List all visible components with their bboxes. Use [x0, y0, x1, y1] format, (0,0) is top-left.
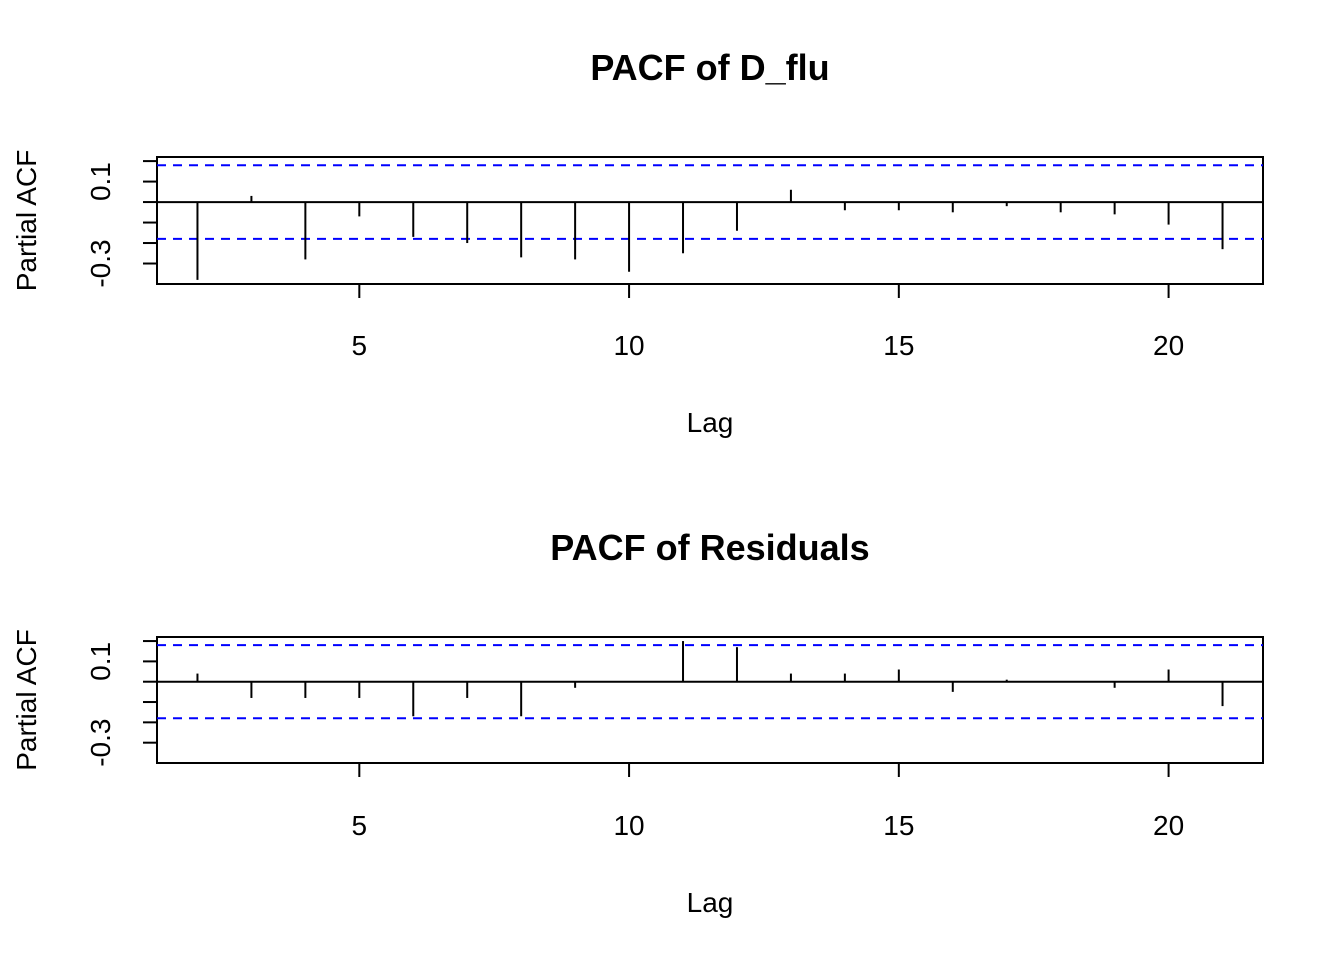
resid-y-tick-label: 0.1 [85, 642, 116, 681]
dflu-y-tick-label: 0.1 [85, 162, 116, 201]
resid-chart-title: PACF of Residuals [550, 527, 869, 568]
resid-plot-frame [156, 636, 1264, 764]
dflu-y-axis-label: Partial ACF [11, 150, 42, 292]
resid-x-tick-label: 5 [352, 810, 368, 841]
dflu-x-tick-label: 15 [883, 330, 914, 361]
resid-x-tick-label: 20 [1153, 810, 1184, 841]
resid-x-tick-label: 10 [613, 810, 644, 841]
dflu-x-axis-label: Lag [687, 407, 734, 438]
resid-y-axis-label: Partial ACF [11, 629, 42, 771]
dflu-x-tick-label: 5 [352, 330, 368, 361]
dflu-plot-frame [156, 156, 1264, 285]
dflu-x-tick-label: 10 [613, 330, 644, 361]
dflu-chart-title: PACF of D_flu [590, 47, 829, 88]
resid-x-axis-label: Lag [687, 887, 734, 918]
resid-y-tick-label: -0.3 [85, 719, 116, 767]
resid-x-tick-label: 15 [883, 810, 914, 841]
dflu-x-tick-label: 20 [1153, 330, 1184, 361]
dflu-y-tick-label: -0.3 [85, 239, 116, 287]
